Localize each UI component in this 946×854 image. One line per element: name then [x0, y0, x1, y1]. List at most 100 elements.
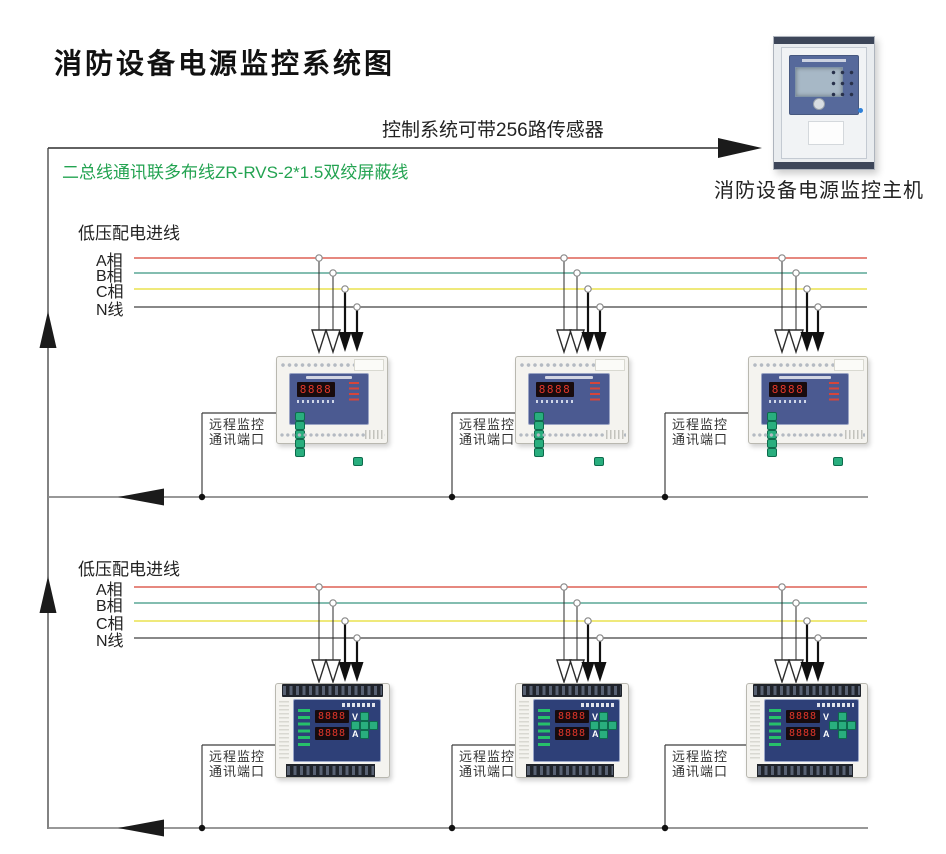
terminal-strip-top — [752, 359, 864, 371]
device-face: 8888 — [761, 373, 849, 466]
button-dot — [353, 457, 363, 466]
dpad-left — [829, 721, 838, 730]
panel-round-button — [813, 98, 825, 110]
dpad-left — [351, 721, 360, 730]
junction-dot — [198, 824, 206, 832]
dpad-down — [838, 730, 847, 739]
faceplate-ticks — [769, 400, 807, 403]
tap-junction-circle — [573, 599, 581, 607]
remote-port-label-line2: 通讯端口 — [672, 764, 729, 779]
flow-arrow-filled — [811, 662, 825, 682]
remote-port-label-line1: 远程监控 — [209, 417, 266, 432]
remote-port-label: 远程监控 通讯端口 — [672, 749, 728, 779]
tap-junction-circle — [341, 617, 349, 625]
vent-grille — [606, 430, 624, 439]
remote-port-label-line2: 通讯端口 — [459, 764, 516, 779]
terminal-block-bottom — [286, 764, 375, 777]
dpad-right — [369, 721, 378, 730]
remote-port-label-line1: 远程监控 — [209, 749, 266, 764]
monitor-module-type2: 8888 V 8888 A — [515, 683, 629, 778]
host-cabinet — [773, 36, 875, 170]
left-arrow — [118, 819, 164, 837]
flow-arrow-filled — [350, 662, 364, 682]
vent-grille — [519, 701, 529, 760]
status-led-column — [538, 709, 550, 749]
remote-port-label-line1: 远程监控 — [459, 749, 516, 764]
tap-junction-circle — [792, 599, 800, 607]
flow-arrow-filled — [811, 332, 825, 352]
faceplate-title — [305, 376, 353, 379]
amp-display: 8888 — [786, 727, 820, 740]
door-slot — [808, 121, 844, 145]
flow-arrow-filled — [593, 332, 607, 352]
tap-junction-circle — [315, 254, 323, 262]
remote-port-label: 远程监控 通讯端口 — [672, 417, 728, 447]
flow-arrow-hollow — [788, 659, 804, 685]
feeder-label: 低压配电进线 — [78, 224, 180, 243]
button-dot — [295, 412, 305, 421]
flow-arrow-hollow — [774, 659, 790, 685]
monitor-module-type2: 8888 V 8888 A — [746, 683, 868, 778]
flow-arrow-hollow — [325, 329, 341, 355]
panel-keypad — [829, 67, 855, 99]
remote-port-label-line1: 远程监控 — [672, 417, 729, 432]
right-arrow — [718, 138, 762, 158]
remote-port-label: 远程监控 通讯端口 — [209, 417, 265, 447]
label-plate — [595, 359, 625, 371]
vent-grille — [365, 430, 383, 439]
flow-arrow-filled — [350, 332, 364, 352]
tap-junction-circle — [778, 583, 786, 591]
dpad-down — [599, 730, 608, 739]
volt-label: V — [592, 711, 599, 722]
tap-junction-circle — [584, 285, 592, 293]
amp-display: 8888 — [555, 727, 589, 740]
monitor-module-type1: 8888 — [748, 356, 868, 466]
dpad-right — [847, 721, 856, 730]
terminal-block-bottom — [526, 764, 614, 777]
status-led-column — [349, 382, 359, 404]
navigation-dpad — [351, 712, 378, 739]
device-buttons — [295, 412, 363, 466]
remote-port-label: 远程监控 通讯端口 — [209, 749, 265, 779]
flow-arrow-hollow — [569, 329, 585, 355]
cabinet-door — [781, 47, 867, 159]
sensor-capacity-note: 控制系统可带256路传感器 — [382, 120, 604, 141]
terminal-strip-bottom — [279, 429, 385, 441]
amp-display: 8888 — [315, 727, 349, 740]
flow-arrow-filled — [581, 662, 595, 682]
button-dot — [594, 457, 604, 466]
flow-arrow-hollow — [556, 659, 572, 685]
flow-arrow-filled — [338, 332, 352, 352]
junction-dot — [661, 824, 669, 832]
flow-arrow-filled — [800, 662, 814, 682]
tap-junction-circle — [353, 303, 361, 311]
device-face: 8888 — [528, 373, 610, 466]
junction-dot — [448, 824, 456, 832]
tap-junction-circle — [803, 285, 811, 293]
phase-label-b: B相 — [96, 268, 123, 285]
terminal-block-top — [282, 684, 383, 697]
terminal-strip-bottom — [518, 429, 626, 441]
status-led-column — [769, 709, 781, 749]
seven-segment-display: 8888 — [297, 382, 335, 397]
tap-junction-circle — [792, 269, 800, 277]
seven-segment-display: 8888 — [536, 382, 574, 397]
faceplate-title — [581, 703, 615, 707]
junction-dot — [661, 493, 669, 501]
device-face: 8888 V 8888 A — [293, 699, 381, 762]
tap-junction-circle — [329, 269, 337, 277]
button-dot — [534, 412, 544, 421]
tap-junction-circle — [315, 583, 323, 591]
button-dot — [534, 448, 544, 457]
faceplate-title — [341, 703, 376, 707]
remote-port-label-line1: 远程监控 — [459, 417, 516, 432]
status-led-column — [298, 709, 310, 749]
faceplate-ticks — [536, 400, 574, 403]
status-led-column — [590, 382, 600, 404]
up-arrow — [39, 576, 57, 613]
faceplate-title — [545, 376, 593, 379]
dpad-up — [599, 712, 608, 721]
terminal-block-bottom — [757, 764, 853, 777]
flow-arrow-hollow — [556, 329, 572, 355]
